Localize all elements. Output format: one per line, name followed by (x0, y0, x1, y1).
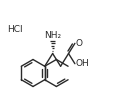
Text: O: O (76, 39, 83, 48)
Text: OH: OH (76, 59, 90, 68)
Text: HCl: HCl (7, 24, 23, 33)
Text: NH₂: NH₂ (44, 30, 61, 40)
